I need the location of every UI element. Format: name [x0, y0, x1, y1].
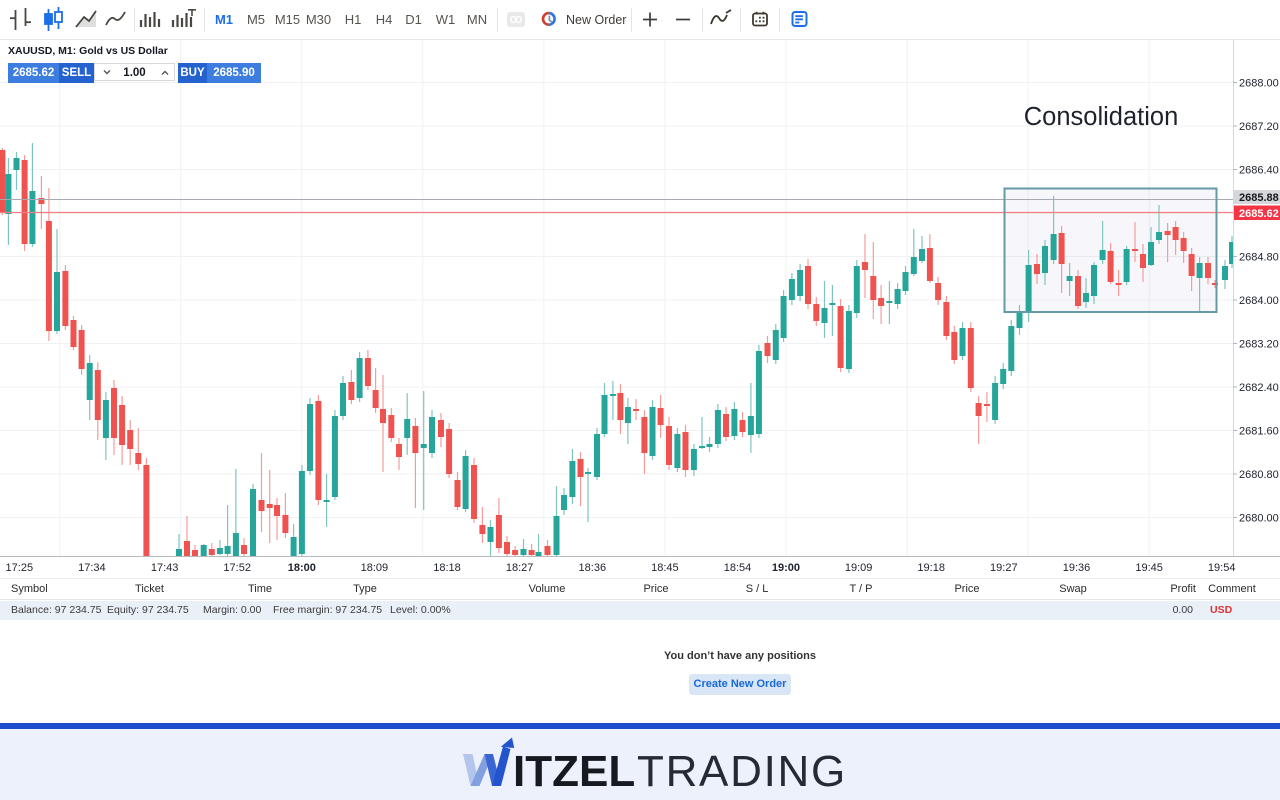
svg-text:2680.00: 2680.00	[1239, 513, 1279, 525]
svg-text:2686.40: 2686.40	[1239, 165, 1279, 177]
svg-text:18:09: 18:09	[361, 562, 389, 574]
svg-text:19:18: 19:18	[917, 562, 945, 574]
svg-text:2688.00: 2688.00	[1239, 78, 1279, 90]
svg-text:18:27: 18:27	[506, 562, 534, 574]
svg-text:2680.80: 2680.80	[1239, 469, 1279, 481]
svg-text:18:45: 18:45	[651, 562, 679, 574]
svg-text:18:00: 18:00	[288, 562, 316, 574]
svg-text:19:27: 19:27	[990, 562, 1018, 574]
svg-text:TRADING: TRADING	[637, 747, 847, 796]
svg-text:Consolidation: Consolidation	[1024, 103, 1179, 131]
svg-text:17:52: 17:52	[223, 562, 251, 574]
svg-text:2684.00: 2684.00	[1239, 295, 1279, 307]
svg-text:ITZEL: ITZEL	[513, 747, 635, 796]
svg-text:19:00: 19:00	[772, 562, 800, 574]
svg-text:19:45: 19:45	[1135, 562, 1163, 574]
svg-text:2687.20: 2687.20	[1239, 121, 1279, 133]
svg-text:18:54: 18:54	[724, 562, 752, 574]
svg-text:19:36: 19:36	[1063, 562, 1091, 574]
svg-text:2685.62: 2685.62	[1239, 208, 1279, 220]
svg-text:17:25: 17:25	[6, 562, 34, 574]
svg-text:18:18: 18:18	[433, 562, 461, 574]
svg-text:17:43: 17:43	[151, 562, 179, 574]
svg-text:2682.40: 2682.40	[1239, 382, 1279, 394]
svg-text:2684.80: 2684.80	[1239, 252, 1279, 264]
svg-text:19:09: 19:09	[845, 562, 873, 574]
svg-text:2683.20: 2683.20	[1239, 339, 1279, 351]
svg-text:17:34: 17:34	[78, 562, 106, 574]
svg-text:2681.60: 2681.60	[1239, 426, 1279, 438]
svg-text:2685.88: 2685.88	[1239, 192, 1279, 204]
svg-text:18:36: 18:36	[579, 562, 607, 574]
svg-text:19:54: 19:54	[1208, 562, 1236, 574]
